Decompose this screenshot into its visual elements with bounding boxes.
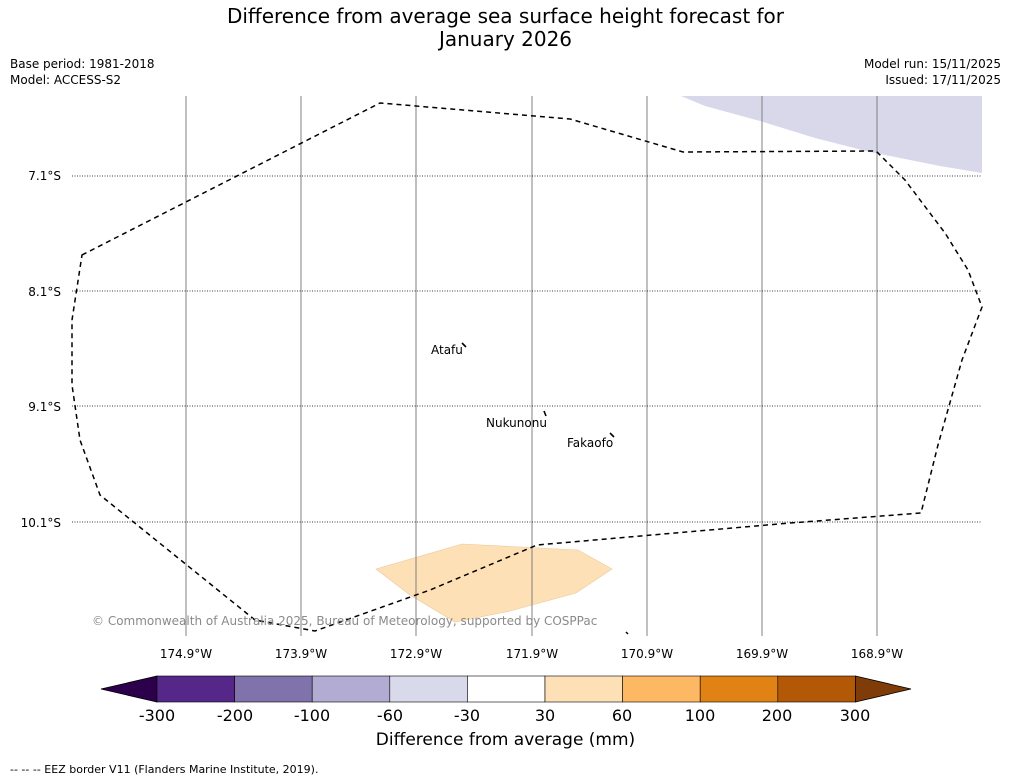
- colorbar-segment: [234, 675, 313, 703]
- lat-label: 10.1°S: [21, 516, 61, 530]
- latitude-labels: 7.1°S 8.1°S 9.1°S 10.1°S: [21, 169, 61, 530]
- colorbar-segment: [311, 675, 391, 703]
- colorbar-extend-low: [100, 675, 158, 703]
- model-text: Model: ACCESS-S2: [10, 73, 122, 87]
- colorbar-tick-label: 30: [535, 706, 555, 725]
- lat-label: 9.1°S: [28, 400, 61, 414]
- colorbar-tick-labels: -300 -200 -100 -60 -30 30 60 100 200 300: [139, 706, 870, 725]
- atafu-island-mark: [461, 342, 467, 348]
- eez-legend-footnote: -- -- -- EEZ border V11 (Flanders Marine…: [10, 763, 319, 776]
- parallel-grid: [72, 175, 982, 523]
- colorbar: [100, 675, 912, 703]
- colorbar-segment: [467, 675, 546, 703]
- lon-label: 174.9°W: [160, 647, 212, 661]
- lon-label: 173.9°W: [275, 647, 327, 661]
- issued-text: Issued: 17/11/2025: [885, 73, 1001, 87]
- positive-anomaly-area: [375, 543, 613, 623]
- copyright-text: © Commonwealth of Australia 2025, Bureau…: [92, 614, 598, 628]
- lon-label: 172.9°W: [390, 647, 442, 661]
- colorbar-tick-label: -100: [294, 706, 330, 725]
- colorbar-segment: [156, 675, 235, 703]
- lon-label: 170.9°W: [621, 647, 673, 661]
- colorbar-tick-label: -60: [377, 706, 403, 725]
- longitude-labels: 174.9°W 173.9°W 172.9°W 171.9°W 170.9°W …: [160, 647, 903, 661]
- place-label-fakaofo: Fakaofo: [567, 436, 613, 450]
- colorbar-tick-label: 200: [762, 706, 793, 725]
- place-label-atafu: Atafu: [431, 343, 463, 357]
- map-title-line1: Difference from average sea surface heig…: [226, 4, 785, 28]
- meta-right: Model run: 15/11/2025 Issued: 17/11/2025: [864, 56, 1001, 88]
- colorbar-segment: [622, 675, 701, 703]
- colorbar-segment: [389, 675, 468, 703]
- model-run-text: Model run: 15/11/2025: [863, 57, 1001, 71]
- colorbar-title: Difference from average (mm): [375, 730, 636, 750]
- map-title: Difference from average sea surface heig…: [0, 5, 1011, 51]
- lat-label: 7.1°S: [28, 169, 61, 183]
- fakaofo-island-mark: [609, 432, 615, 438]
- lon-label: 168.9°W: [851, 647, 903, 661]
- colorbar-tick-label: 300: [840, 706, 871, 725]
- colorbar-segment: [544, 675, 623, 703]
- lon-label: 171.9°W: [506, 647, 558, 661]
- eez-border: [71, 102, 983, 632]
- place-label-nukunonu: Nukunonu: [486, 416, 547, 430]
- nukunonu-island-mark: [543, 410, 547, 417]
- negative-anomaly-area: [681, 96, 982, 173]
- colorbar-tick-label: -200: [217, 706, 253, 725]
- colorbar-tick-label: 100: [685, 706, 716, 725]
- lat-label: 8.1°S: [28, 285, 61, 299]
- lon-label: 169.9°W: [736, 647, 788, 661]
- colorbar-tick-label: 60: [612, 706, 632, 725]
- map-title-line2: January 2026: [438, 27, 573, 51]
- meta-left: Base period: 1981-2018 Model: ACCESS-S2: [10, 56, 155, 88]
- colorbar-segment: [777, 675, 856, 703]
- colorbar-tick-label: -300: [139, 706, 175, 725]
- colorbar-segment: [699, 675, 779, 703]
- base-period-text: Base period: 1981-2018: [10, 57, 155, 71]
- colorbar-tick-label: -30: [454, 706, 480, 725]
- colorbar-extend-high: [855, 675, 912, 703]
- meridian-grid: [185, 96, 878, 636]
- small-island-mark: [625, 631, 629, 635]
